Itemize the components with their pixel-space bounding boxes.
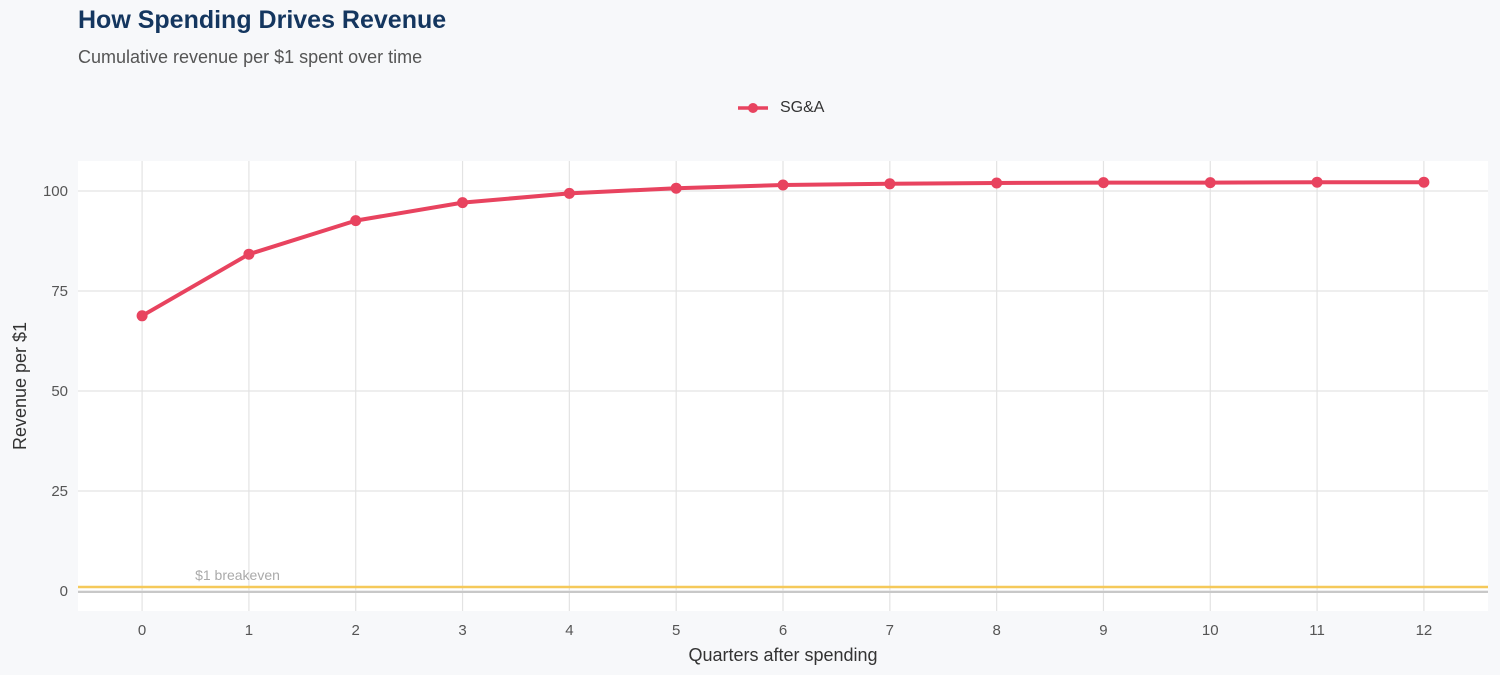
x-tick-label: 2 [352,622,360,639]
y-tick-label: 25 [51,483,68,500]
y-tick-label: 75 [51,283,68,300]
x-axis-label: Quarters after spending [688,645,877,665]
data-point [991,177,1003,189]
x-tick-label: 8 [992,622,1000,639]
x-tick-label: 5 [672,622,680,639]
x-tick-label: 0 [138,622,146,639]
chart-title: How Spending Drives Revenue [78,6,447,34]
data-point [777,179,789,191]
x-tick-label: 10 [1202,622,1219,639]
legend-label: SG&A [780,99,825,116]
y-axis-label: Revenue per $1 [10,322,30,450]
data-point [243,248,255,260]
data-point [1418,176,1430,188]
x-tick-label: 11 [1309,622,1325,639]
y-tick-label: 50 [51,383,68,400]
data-point [457,197,469,209]
x-tick-label: 12 [1416,622,1433,639]
data-point [670,182,682,194]
data-point [563,187,575,199]
x-tick-label: 6 [779,622,787,639]
y-tick-label: 0 [60,583,68,600]
data-point [350,215,362,227]
data-point [884,178,896,190]
x-tick-label: 4 [565,622,573,639]
data-point [1311,176,1323,188]
x-tick-label: 1 [245,622,253,639]
data-point [136,310,148,322]
x-tick-label: 7 [886,622,894,639]
data-point [1097,177,1109,189]
data-point [1204,177,1216,189]
legend-line-marker-icon [738,103,768,113]
legend: SG&A [736,99,824,117]
x-tick-label: 9 [1099,622,1107,639]
chart-subtitle: Cumulative revenue per $1 spent over tim… [78,47,423,67]
y-tick-label: 100 [43,183,68,200]
breakeven-label: $1 breakeven [195,567,280,583]
x-tick-label: 3 [458,622,466,639]
